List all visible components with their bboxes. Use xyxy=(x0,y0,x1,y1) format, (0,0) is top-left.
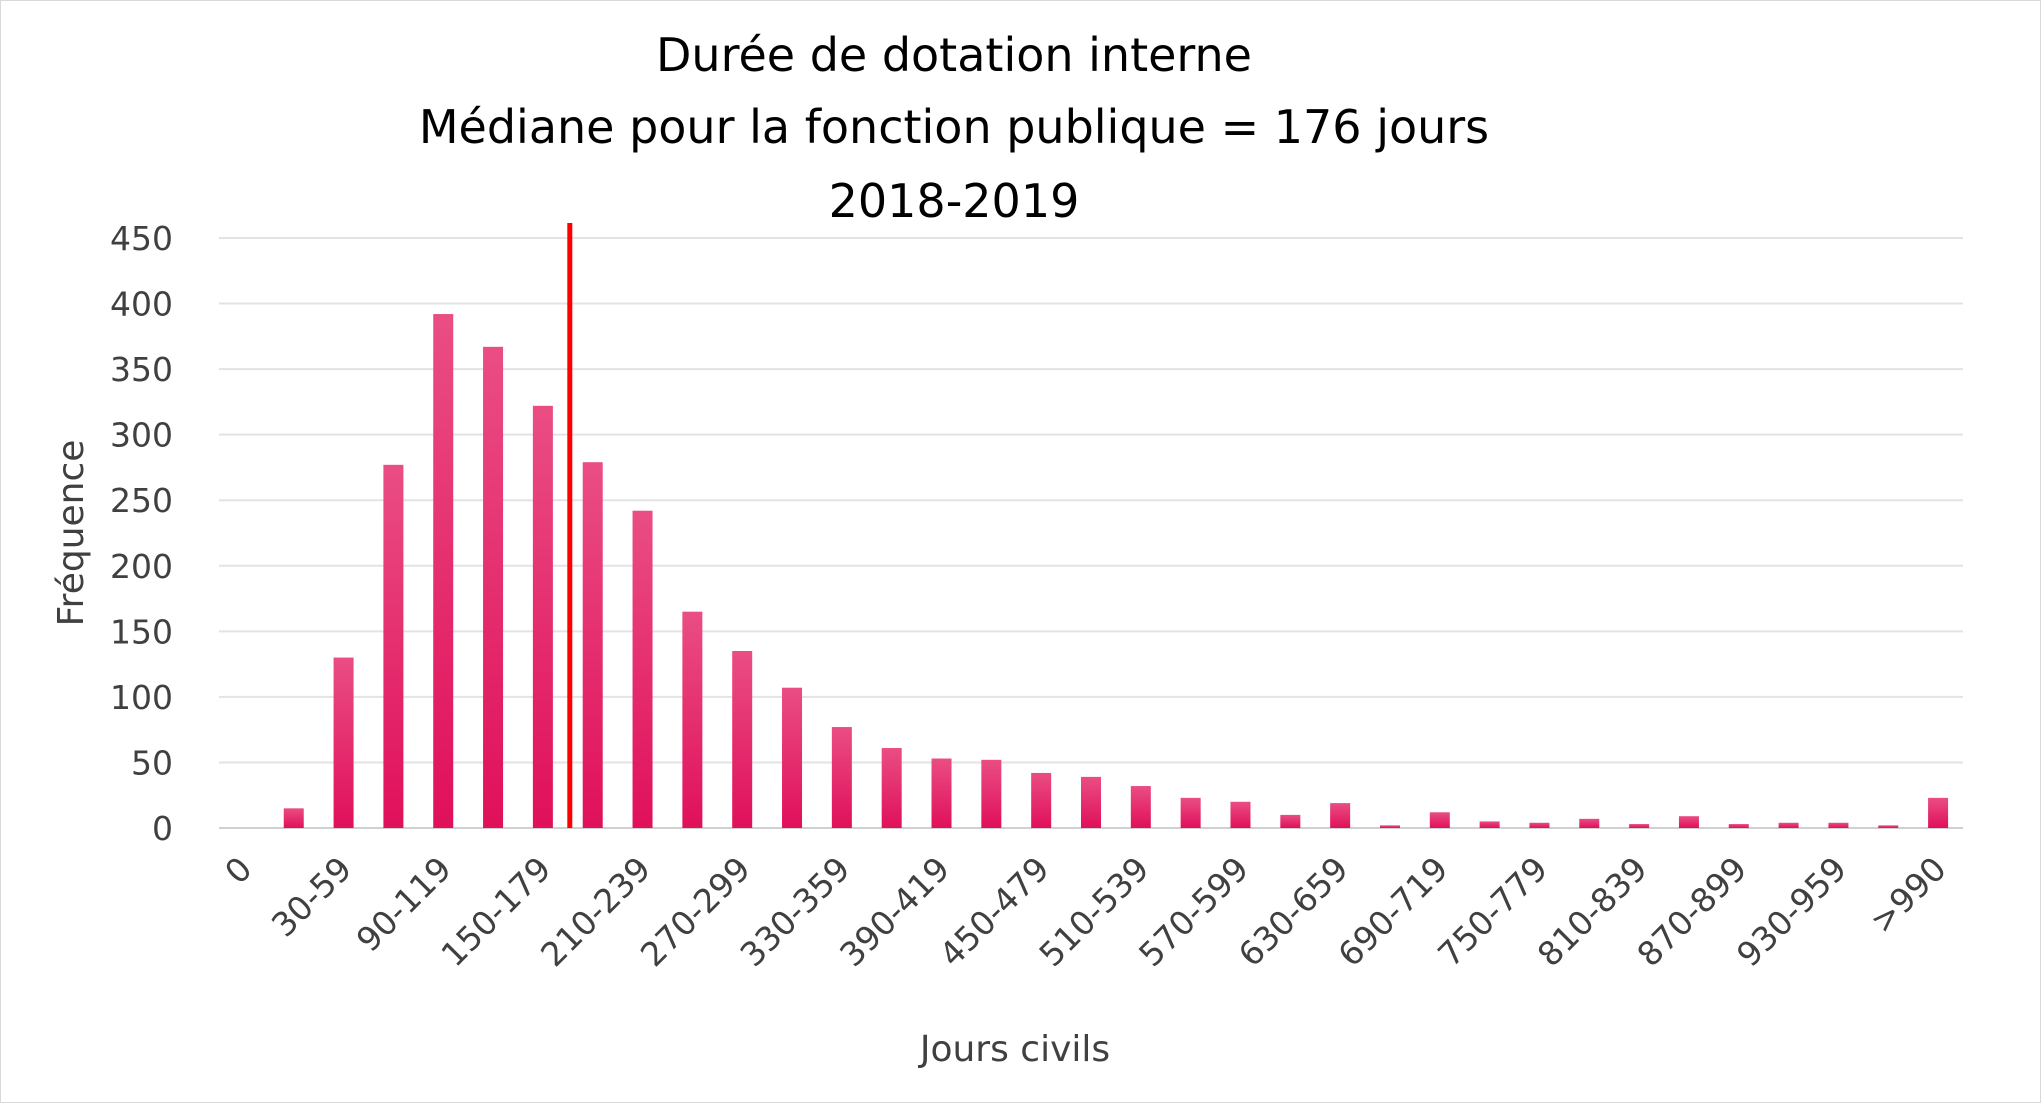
bar xyxy=(333,657,354,828)
bar xyxy=(831,727,852,828)
x-tick-label: 0 xyxy=(217,849,259,891)
y-tick-label: 200 xyxy=(110,547,173,586)
x-tick-label: 570-599 xyxy=(1131,849,1256,974)
chart-title: Durée de dotation interne Médiane pour la… xyxy=(419,28,1489,228)
y-tick-label: 250 xyxy=(110,481,173,520)
bar xyxy=(1379,825,1400,828)
x-tick-label: 630-659 xyxy=(1231,849,1356,974)
y-tick-label: 300 xyxy=(110,416,173,455)
chart-title-line-2: Médiane pour la fonction publique = 176 … xyxy=(419,100,1489,154)
y-tick-label: 450 xyxy=(110,219,173,258)
bar xyxy=(1230,801,1251,828)
bar xyxy=(582,462,603,828)
y-tick-label: 150 xyxy=(110,612,173,651)
bar xyxy=(1280,814,1301,828)
x-tick-label: 510-539 xyxy=(1031,849,1156,974)
bar xyxy=(283,808,304,828)
gridlines xyxy=(219,237,1963,829)
x-tick-label: 210-239 xyxy=(533,849,658,974)
bar xyxy=(532,405,553,828)
x-tick-label: 150-179 xyxy=(433,849,558,974)
bar xyxy=(1928,797,1949,828)
bar xyxy=(1429,812,1450,828)
bar xyxy=(1728,824,1749,828)
bar xyxy=(433,314,454,828)
x-tick-label: 270-299 xyxy=(633,849,758,974)
y-tick-label: 350 xyxy=(110,350,173,389)
x-tick-label: 930-959 xyxy=(1729,849,1854,974)
x-tick-label: 750-779 xyxy=(1430,849,1555,974)
y-tick-label: 0 xyxy=(152,809,173,848)
bar xyxy=(1678,816,1699,828)
x-tick-label: 390-419 xyxy=(832,849,957,974)
x-axis-title: Jours civils xyxy=(918,1029,1110,1070)
bar xyxy=(981,759,1002,828)
x-tick-label: 450-479 xyxy=(932,849,1057,974)
x-tick-label: 870-899 xyxy=(1629,849,1754,974)
x-axis-ticks: 0 30-5990-119150-179210-239270-299330-359… xyxy=(217,849,1954,974)
bars xyxy=(283,314,1949,828)
bar xyxy=(1629,824,1650,828)
bar xyxy=(483,346,504,828)
y-tick-label: 50 xyxy=(131,743,173,782)
bar xyxy=(1778,822,1799,828)
y-tick-label: 100 xyxy=(110,678,173,717)
y-axis-title: Fréquence xyxy=(51,440,92,627)
bar xyxy=(1479,821,1500,828)
bar xyxy=(1828,822,1849,828)
bar xyxy=(1330,803,1351,828)
bar xyxy=(1180,797,1201,828)
y-tick-label: 400 xyxy=(110,285,173,324)
chart-title-line-1: Durée de dotation interne xyxy=(656,28,1252,82)
x-tick-label: 690-719 xyxy=(1330,849,1455,974)
bar xyxy=(1529,822,1550,828)
bar xyxy=(632,510,653,828)
x-tick-label: 30-59 xyxy=(264,849,359,944)
bar xyxy=(1081,776,1101,828)
bar xyxy=(1031,772,1052,828)
x-tick-label: 330-359 xyxy=(732,849,857,974)
bar xyxy=(931,758,952,828)
bar xyxy=(1130,786,1151,828)
y-axis-ticks: 0 50 100 150 200 250 300 350 400 450 xyxy=(110,219,173,848)
bar xyxy=(881,748,902,828)
bar xyxy=(732,651,753,828)
x-tick-label: >990 xyxy=(1862,849,1954,941)
axis-titles: Jours civils Fréquence xyxy=(51,440,1110,1070)
bar xyxy=(383,464,404,828)
x-tick-label: 810-839 xyxy=(1530,849,1655,974)
bar xyxy=(1878,825,1899,828)
bar xyxy=(1579,818,1600,828)
bar xyxy=(782,687,803,828)
chart-title-line-3: 2018-2019 xyxy=(829,174,1080,228)
bar xyxy=(682,611,703,828)
